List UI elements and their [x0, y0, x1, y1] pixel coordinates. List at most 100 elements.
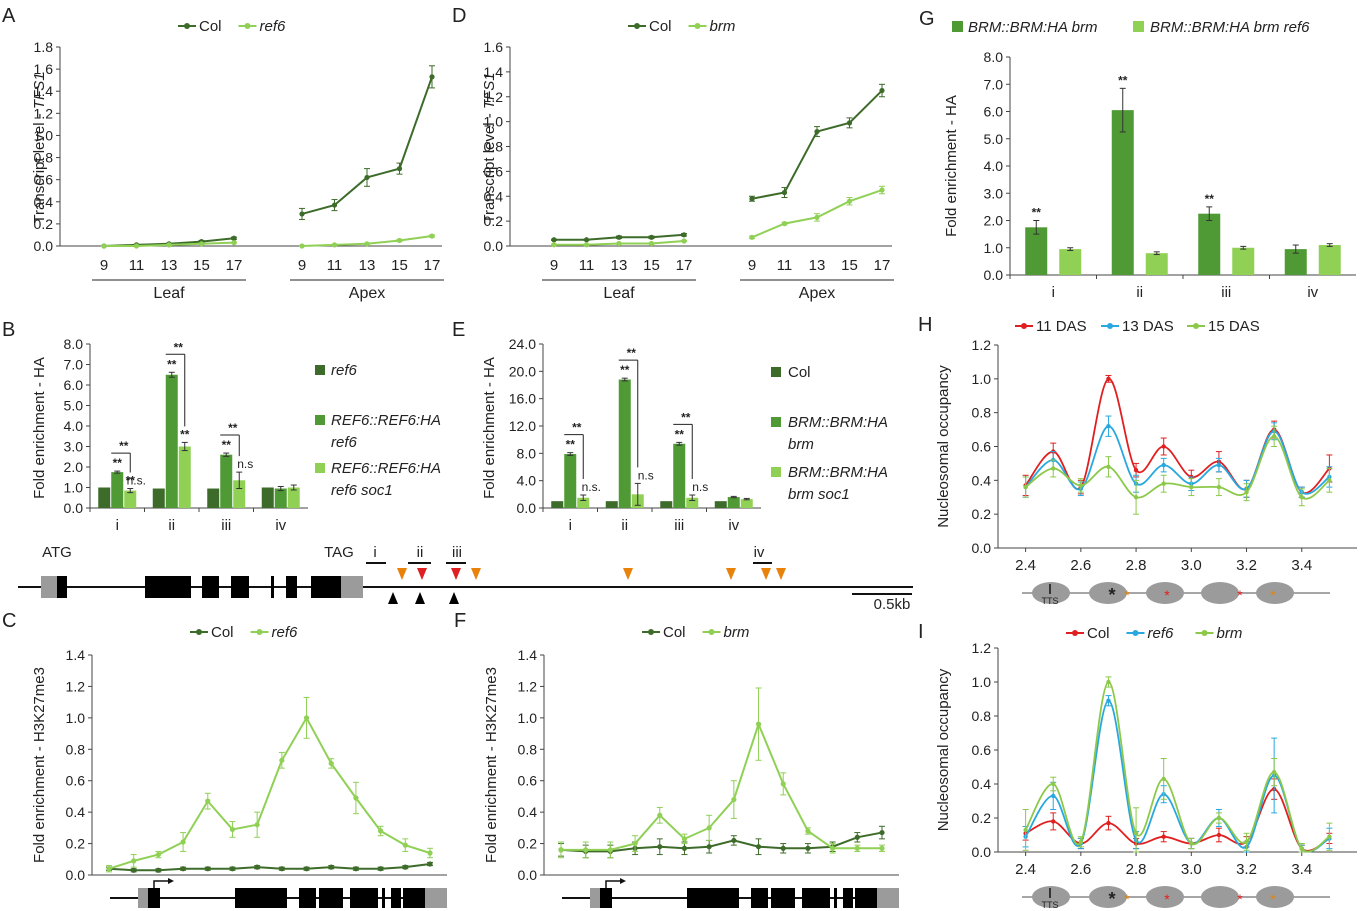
significance-mark: ** [681, 410, 691, 424]
legend-label: BRM::BRM:HA brm ref6 [1150, 19, 1310, 36]
x-tick-label: 9 [100, 257, 108, 274]
bar-ref6-iv [261, 487, 274, 508]
y-axis-title: Fold enrichment - H3K27me3 [31, 667, 48, 863]
legend-label: ref6 [331, 434, 358, 451]
x-tick-label: 11 [327, 257, 343, 274]
data-point-15 DAS [1078, 483, 1084, 488]
exon-box [600, 888, 612, 908]
data-point-Col [1161, 834, 1166, 839]
data-point-brm [681, 238, 687, 244]
star-mark: * [1237, 891, 1243, 907]
series-line-ref6 [1024, 699, 1330, 853]
panel-A-ytick-label: 1.0 [34, 127, 54, 143]
data-point-brm [1133, 831, 1139, 836]
data-point-ref6 [279, 757, 285, 763]
data-point-brm [780, 781, 786, 787]
y-axis-title: Fold enrichment - HA [31, 357, 48, 499]
panel-letter: B [2, 319, 15, 341]
data-point-brm [755, 721, 762, 727]
bar-REF6::REF6:HA ref6 soc1-iii [233, 480, 246, 508]
legend-label: brm [710, 18, 736, 35]
data-point-brm [814, 214, 820, 220]
exon-box [802, 888, 830, 908]
bar-BRM::BRM:HA brm-iv [1284, 249, 1307, 275]
panel-I-ytick-label: 0.0 [972, 844, 992, 860]
group-label: Apex [349, 285, 385, 302]
panel-E-ytick-label: 0.0 [517, 500, 537, 516]
series-line-brm [1024, 681, 1330, 853]
data-point-brm [551, 242, 557, 248]
exon-box [350, 888, 378, 908]
significance-mark: ** [1032, 206, 1042, 220]
panel-C-ytick-label: 0.2 [66, 836, 86, 852]
legend-label: ref6 [331, 362, 358, 379]
legend-marker [1107, 323, 1113, 329]
data-point-Col [814, 128, 820, 135]
panel-C-ytick-label: 1.2 [66, 678, 86, 694]
exon-box [235, 888, 287, 908]
data-point-ref6 [396, 237, 403, 244]
data-point-brm [854, 845, 860, 851]
exon-box [57, 576, 67, 598]
bar-BRM::BRM:HA brm-i [564, 454, 577, 508]
panel-H-ytick-label: 1.0 [972, 371, 992, 387]
data-point-ref6 [402, 842, 408, 848]
x-tick-label: i [116, 517, 119, 534]
panel-H-ytick-label: 0.6 [972, 439, 992, 455]
legend-swatch [315, 365, 325, 375]
data-point-Col [254, 864, 260, 870]
star-mark: * [1270, 587, 1276, 603]
data-point-ref6 [331, 242, 338, 248]
exon-box [271, 576, 274, 598]
utr-box [138, 888, 148, 908]
data-point-11 DAS [1106, 376, 1111, 382]
nucleosome-ellipse [1032, 582, 1070, 604]
exon-box [311, 576, 341, 598]
nucleosome-ellipse [1089, 886, 1127, 908]
significance-mark: ** [620, 363, 630, 377]
panel-F-ytick-label: 1.0 [518, 710, 538, 726]
significance-mark: ** [180, 427, 190, 441]
legend-label: Col [788, 364, 811, 381]
data-point-Col [353, 866, 359, 872]
legend-swatch [771, 467, 781, 477]
x-tick-label: 15 [391, 257, 408, 274]
data-point-Col [846, 120, 853, 126]
data-point-brm [879, 845, 885, 851]
panel-G-ytick-label: 2.0 [984, 213, 1004, 229]
data-point-brm [781, 221, 788, 227]
bar-Col-ii [605, 501, 618, 508]
series-line-Col [301, 76, 433, 215]
data-point-brm [1078, 839, 1084, 844]
data-point-brm [1327, 834, 1332, 839]
black-triangle [449, 592, 459, 604]
star-mark: * [1164, 587, 1170, 603]
orange-triangle [726, 568, 736, 580]
bar-ref6-iii [207, 488, 220, 508]
x-tick-label: 9 [748, 257, 756, 274]
x-tick-label: 11 [579, 257, 595, 274]
panel-A-ytick-label: 0.0 [34, 238, 54, 254]
panel-F-ytick-label: 0.6 [518, 773, 538, 789]
x-tick-label: 9 [298, 257, 306, 274]
panel-D-ytick-label: 1.6 [484, 39, 504, 55]
bar-REF6::REF6:HA ref6-iv [274, 488, 287, 508]
panel-D-ytick-label: 0.4 [484, 188, 504, 204]
panel-F-ytick-label: 1.2 [518, 678, 538, 694]
panel-B-ytick-label: 0.0 [64, 500, 84, 516]
star-mark: * [1108, 585, 1115, 605]
panel-I-ytick-label: 0.4 [972, 776, 992, 792]
bar-BRM::BRM:HA brm ref6-iii [1232, 247, 1255, 275]
panel-A-ytick-label: 0.8 [34, 150, 54, 166]
bar-REF6::REF6:HA ref6-i [111, 472, 124, 508]
exon-box [319, 888, 343, 908]
data-point-Col [648, 234, 655, 240]
panel-G-ytick-label: 1.0 [984, 240, 1004, 256]
legend-label: brm soc1 [788, 486, 850, 503]
legend-marker [184, 23, 190, 29]
panel-E-ytick-label: 24.0 [509, 336, 536, 352]
legend-marker [256, 629, 263, 635]
panel-D-ytick-label: 1.2 [484, 89, 504, 105]
x-tick-label: iv [1307, 284, 1318, 301]
